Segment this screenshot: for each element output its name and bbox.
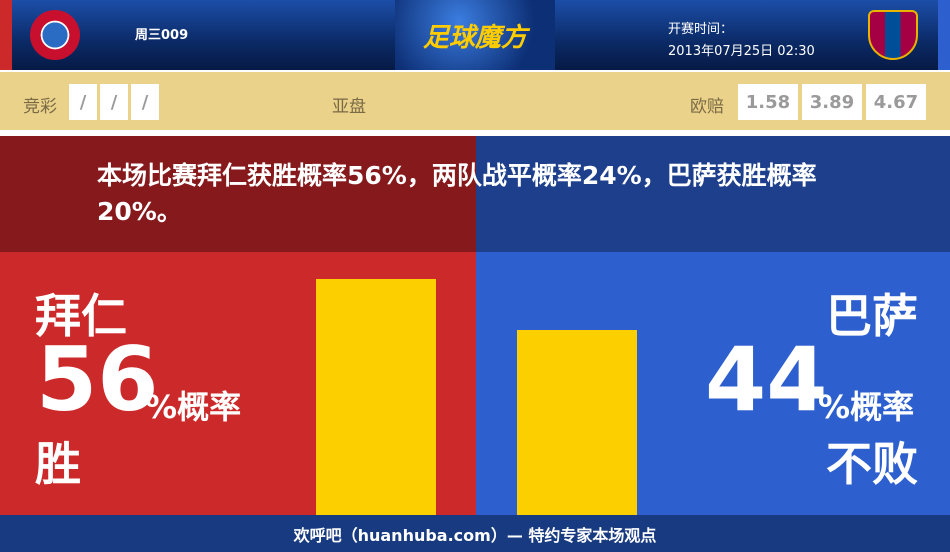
kickoff-time: 2013年07月25日 02:30 bbox=[668, 44, 815, 59]
home-percent: 56 bbox=[36, 328, 159, 431]
oupei-home: 1.58 bbox=[738, 84, 798, 120]
header: 周三009 足球魔方 开赛时间： 2013年07月25日 02:30 bbox=[0, 0, 950, 70]
away-outcome: 不败 bbox=[826, 437, 918, 491]
jingcai-odd: / bbox=[131, 84, 159, 120]
jingcai-odd: / bbox=[100, 84, 128, 120]
home-unit: %概率 bbox=[145, 388, 242, 426]
site-logo: 足球魔方 bbox=[395, 0, 555, 70]
home-name: 拜仁 bbox=[35, 289, 127, 343]
away-probability-bar bbox=[517, 329, 637, 515]
barcelona-logo-icon bbox=[868, 10, 918, 60]
away-unit: %概率 bbox=[818, 388, 915, 426]
odds-bar: 竞彩 / / / 亚盘 欧赔 1.58 3.89 4.67 bbox=[0, 72, 950, 130]
oupei-draw: 3.89 bbox=[802, 84, 862, 120]
summary-bg-left bbox=[0, 136, 476, 252]
yapan-label: 亚盘 bbox=[332, 97, 366, 117]
footer: 欢呼吧（huanhuba.com）— 特约专家本场观点 bbox=[0, 515, 950, 552]
summary-bg-right bbox=[476, 136, 950, 252]
away-name: 巴萨 bbox=[826, 289, 918, 343]
kickoff-label: 开赛时间： bbox=[668, 22, 734, 37]
away-percent: 44 bbox=[705, 328, 828, 431]
home-outcome: 胜 bbox=[35, 437, 81, 491]
oupei-label: 欧赔 bbox=[690, 97, 724, 117]
jingcai-odd: / bbox=[69, 84, 97, 120]
away-color-strip bbox=[938, 0, 950, 70]
match-number: 周三009 bbox=[135, 28, 189, 43]
prediction-summary: 本场比赛拜仁获胜概率56%，两队战平概率24%，巴萨获胜概率20%。 bbox=[97, 161, 817, 226]
jingcai-label: 竞彩 bbox=[23, 97, 57, 117]
home-color-strip bbox=[0, 0, 12, 70]
bayern-logo-icon bbox=[30, 10, 80, 60]
oupei-away: 4.67 bbox=[866, 84, 926, 120]
home-probability-bar bbox=[316, 279, 436, 515]
